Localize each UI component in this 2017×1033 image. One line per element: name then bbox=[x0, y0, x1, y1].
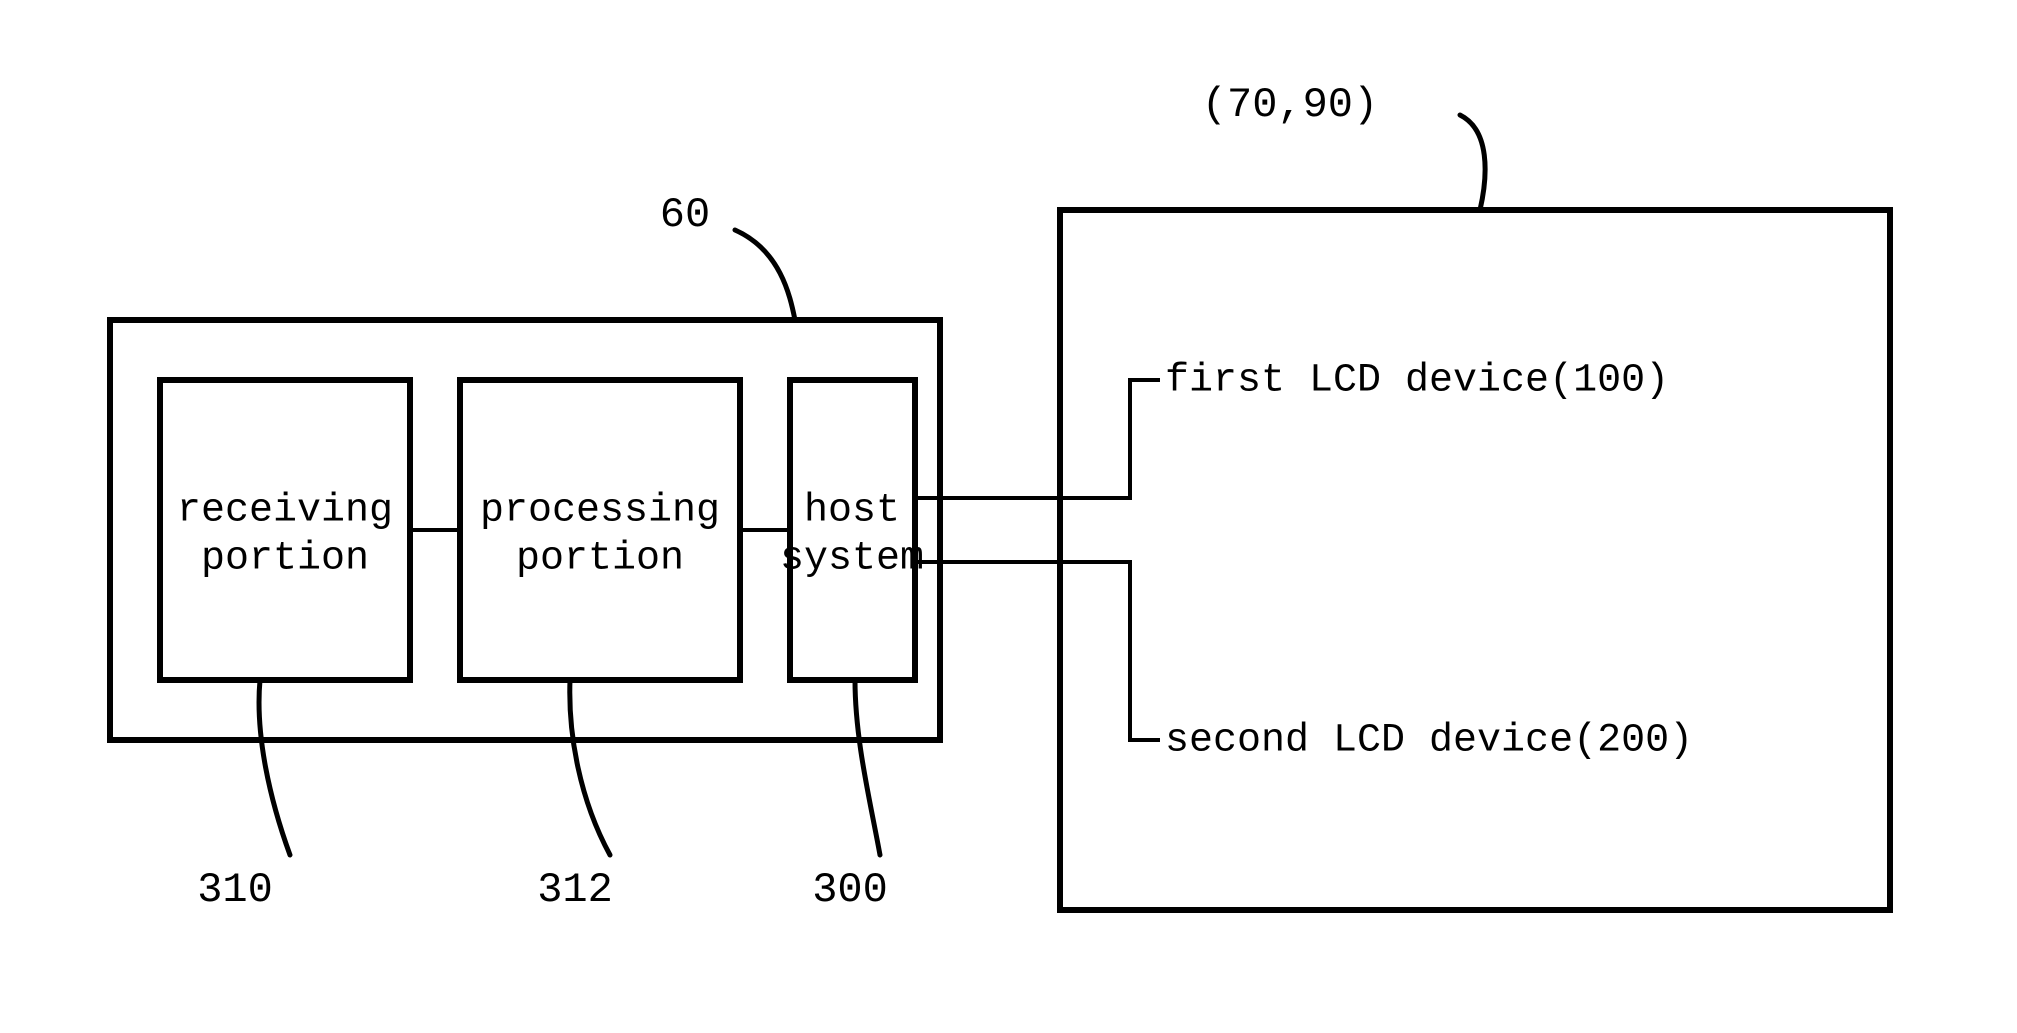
receiving-label-line2: portion bbox=[201, 537, 369, 582]
lead_300 bbox=[855, 680, 880, 855]
first-lcd-label: first LCD device(100) bbox=[1165, 359, 1669, 404]
lead_310 bbox=[259, 680, 290, 855]
ref_312-label: 312 bbox=[537, 866, 613, 914]
lead_70_90 bbox=[1460, 115, 1485, 210]
host-label-line1: host bbox=[804, 489, 900, 534]
host-label-line2: system bbox=[780, 537, 924, 582]
lead_60 bbox=[735, 230, 795, 320]
block-diagram: receivingportionprocessingportionhostsys… bbox=[0, 0, 2017, 1033]
processing-label-line2: portion bbox=[516, 537, 684, 582]
ref_310-label: 310 bbox=[197, 866, 273, 914]
outer_right-box bbox=[1060, 210, 1890, 910]
ref_300-label: 300 bbox=[812, 866, 888, 914]
ref_60-label: 60 bbox=[660, 191, 710, 239]
connector-host-to-lcd2 bbox=[915, 562, 1160, 740]
connector-host-to-lcd1 bbox=[915, 380, 1160, 498]
ref_70_90-label: (70,90) bbox=[1202, 81, 1378, 129]
second-lcd-label: second LCD device(200) bbox=[1165, 719, 1693, 764]
receiving-label-line1: receiving bbox=[177, 489, 393, 534]
lead_312 bbox=[570, 680, 610, 855]
processing-label-line1: processing bbox=[480, 489, 720, 534]
